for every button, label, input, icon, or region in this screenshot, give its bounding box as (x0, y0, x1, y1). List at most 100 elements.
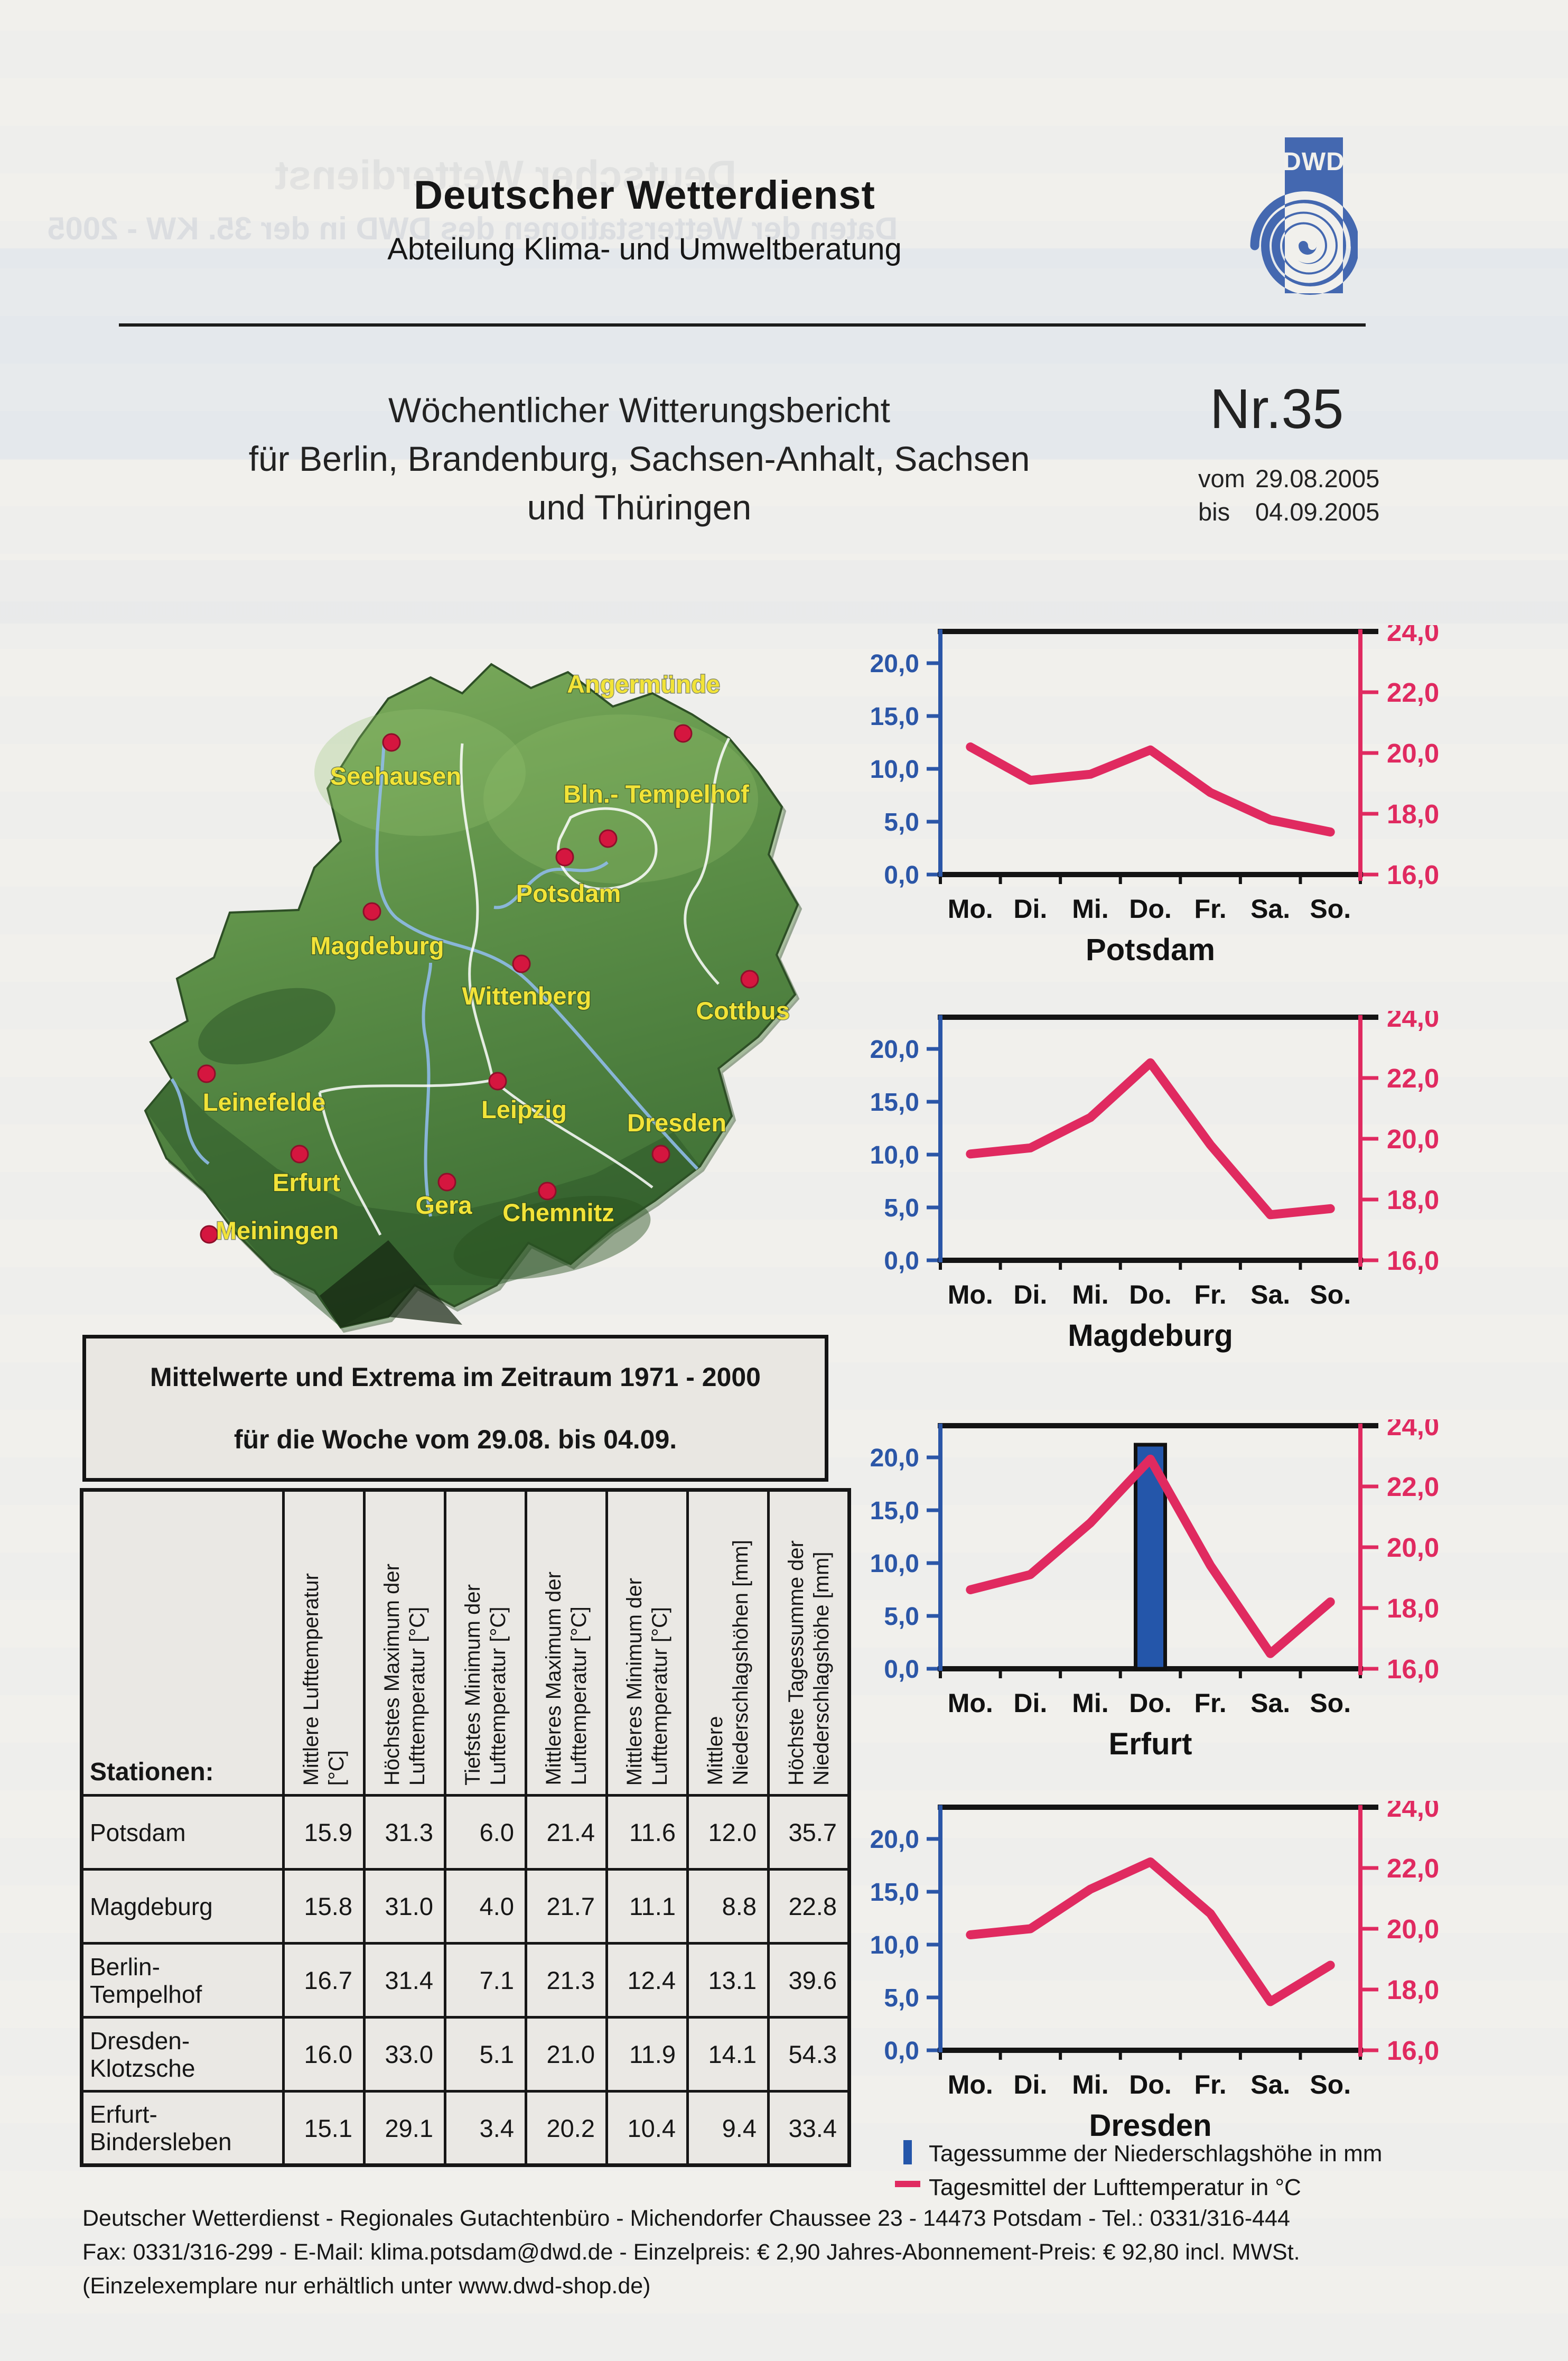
station-name: Magdeburg (80, 1868, 285, 1945)
map-city-label: Magdeburg (310, 932, 444, 960)
svg-text:20,0: 20,0 (1387, 1124, 1439, 1154)
report-title-line2: für Berlin, Brandenburg, Sachsen-Anhalt,… (248, 439, 1030, 478)
table-row: Berlin- Tempelhof 16.7 31.4 7.1 21.3 12.4 13.1… (80, 1942, 851, 2019)
svg-text:10,0: 10,0 (870, 1550, 919, 1578)
table-row: Erfurt- Bindersleben 15.1 29.1 3.4 20.2 10.4 9… (80, 2090, 851, 2167)
legend-label: Tagesmittel der Lufttemperatur in °C (929, 2174, 1301, 2200)
report-title-line1: Wöchentlicher Witterungsbericht (388, 391, 891, 430)
map-city-dot (674, 724, 693, 743)
svg-text:Mo.: Mo. (948, 894, 993, 924)
map-city-dot (437, 1173, 456, 1192)
temperature-line (966, 1857, 1335, 2006)
footer-line3: (Einzelexemplare nur erhältlich unter ww… (82, 2273, 651, 2299)
map-state-borders (318, 737, 731, 1236)
table-cell: 35.7 (767, 1794, 851, 1871)
table-cell: 10.4 (605, 2090, 689, 2167)
table-cell: 15.9 (282, 1794, 366, 1871)
map-city-dot (555, 848, 574, 867)
date-to-label: bis (1198, 498, 1230, 526)
svg-text:10,0: 10,0 (870, 1931, 919, 1959)
station-name: Berlin- Tempelhof (80, 1942, 285, 2019)
table-cell: 33.4 (767, 2090, 851, 2167)
chart-legend: Tagessumme der Niederschlagshöhe in mm Ta… (894, 2140, 1382, 2208)
table-cell: 12.0 (686, 1794, 770, 1871)
svg-text:0,0: 0,0 (884, 1656, 919, 1684)
map-city-dot (362, 902, 381, 921)
table-cell: 16.0 (282, 2016, 366, 2093)
table-cell: 4.0 (444, 1868, 527, 1945)
column-header: Mittleres Maximum der Lufttemperatur [°C… (525, 1489, 608, 1797)
table-cell: 31.4 (363, 1942, 446, 2019)
table-cell: 3.4 (444, 2090, 527, 2167)
svg-text:So.: So. (1310, 1688, 1351, 1718)
svg-text:Do.: Do. (1129, 1688, 1172, 1718)
info-box-line2: für die Woche vom 29.08. bis 04.09. (234, 1425, 677, 1454)
svg-text:22,0: 22,0 (1387, 1063, 1439, 1093)
svg-text:0,0: 0,0 (884, 2037, 919, 2065)
svg-text:Do.: Do. (1129, 2070, 1172, 2099)
svg-text:5,0: 5,0 (884, 1603, 919, 1631)
table-cell: 11.9 (605, 2016, 689, 2093)
weather-chart: 20,0 15,0 10,0 5,0 0,0 24,0 22,0 20,0 18,0 16,0 Mo… (866, 1792, 1548, 2150)
map-city-dot (200, 1225, 219, 1244)
footer-contact-block: Deutscher Wetterdienst - Regionales Guta… (82, 2201, 1541, 2303)
map-city-dot (651, 1145, 670, 1164)
svg-text:18,0: 18,0 (1387, 1593, 1439, 1623)
svg-text:Mo.: Mo. (948, 2070, 993, 2099)
table-cell: 16.7 (282, 1942, 366, 2019)
svg-text:Sa.: Sa. (1250, 1280, 1290, 1309)
footer-line1: Deutscher Wetterdienst - Regionales Guta… (82, 2206, 1290, 2231)
map-city-label: Angermünde (567, 670, 720, 698)
svg-text:Mi.: Mi. (1072, 1688, 1108, 1718)
svg-text:Mi.: Mi. (1072, 1280, 1108, 1309)
table-cell: 11.6 (605, 1794, 689, 1871)
table-cell: 15.1 (282, 2090, 366, 2167)
column-header: Mittlere Niederschlagshöhen [mm] (686, 1489, 770, 1797)
weather-chart: 20,0 15,0 10,0 5,0 0,0 24,0 22,0 20,0 18,0 16,0 Mo… (866, 1411, 1548, 1768)
svg-text:24,0: 24,0 (1387, 1801, 1439, 1823)
svg-text:20,0: 20,0 (870, 1444, 919, 1472)
report-date-range: vom 29.08.2005 bis 04.09.2005 (1198, 462, 1379, 528)
table-cell: 11.1 (605, 1868, 689, 1945)
svg-text:22,0: 22,0 (1387, 1472, 1439, 1502)
svg-text:16,0: 16,0 (1387, 2035, 1439, 2066)
svg-text:0,0: 0,0 (884, 861, 919, 889)
chart-title: Magdeburg (1068, 1318, 1233, 1353)
table-cell: 5.1 (444, 2016, 527, 2093)
svg-text:16,0: 16,0 (1387, 1654, 1439, 1684)
table-cell: 6.0 (444, 1794, 527, 1871)
chart-title: Potsdam (1086, 933, 1215, 967)
svg-text:18,0: 18,0 (1387, 1185, 1439, 1215)
map-city-label: Seehausen (330, 762, 461, 790)
stations-table: Stationen: Mittlere Lufttemperatur [°C] H… (80, 1488, 851, 2167)
region-relief-map: Angermünde Seehausen Bln.- Tempelhof Potsda… (92, 614, 880, 1362)
table-cell: 39.6 (767, 1942, 851, 2019)
map-city-dot (488, 1072, 507, 1091)
legend-item: Tagesmittel der Lufttemperatur in °C (894, 2174, 1382, 2201)
svg-text:Do.: Do. (1129, 1280, 1172, 1309)
temperature-line (966, 742, 1335, 836)
map-city-label: Bln.- Tempelhof (563, 780, 749, 808)
map-city-label: Gera (415, 1191, 472, 1219)
svg-text:5,0: 5,0 (884, 808, 919, 836)
svg-text:20,0: 20,0 (1387, 738, 1439, 768)
table-cell: 21.3 (525, 1942, 608, 2019)
svg-text:Fr.: Fr. (1194, 1280, 1227, 1309)
weather-chart: 20,0 15,0 10,0 5,0 0,0 24,0 22,0 20,0 18,0 16,0 Mo… (866, 617, 1548, 974)
svg-text:20,0: 20,0 (1387, 1914, 1439, 1944)
legend-item: Tagessumme der Niederschlagshöhe in mm (894, 2140, 1382, 2167)
station-name: Dresden- Klotzsche (80, 2016, 285, 2093)
svg-text:16,0: 16,0 (1387, 860, 1439, 890)
station-name: Erfurt- Bindersleben (80, 2090, 285, 2167)
table-cell: 15.8 (282, 1868, 366, 1945)
table-cell: 21.0 (525, 2016, 608, 2093)
table-cell: 31.3 (363, 1794, 446, 1871)
date-to-value: 04.09.2005 (1255, 498, 1380, 526)
table-cell: 20.2 (525, 2090, 608, 2167)
department-subtitle: Abteilung Klima- und Umweltberatung (387, 232, 902, 266)
temperature-line (966, 1454, 1335, 1658)
map-city-label: Potsdam (516, 879, 621, 907)
info-box-line1: Mittelwerte und Extrema im Zeitraum 1971… (150, 1362, 761, 1392)
temperature-line (966, 1058, 1335, 1220)
map-city-label: Wittenberg (462, 982, 591, 1010)
